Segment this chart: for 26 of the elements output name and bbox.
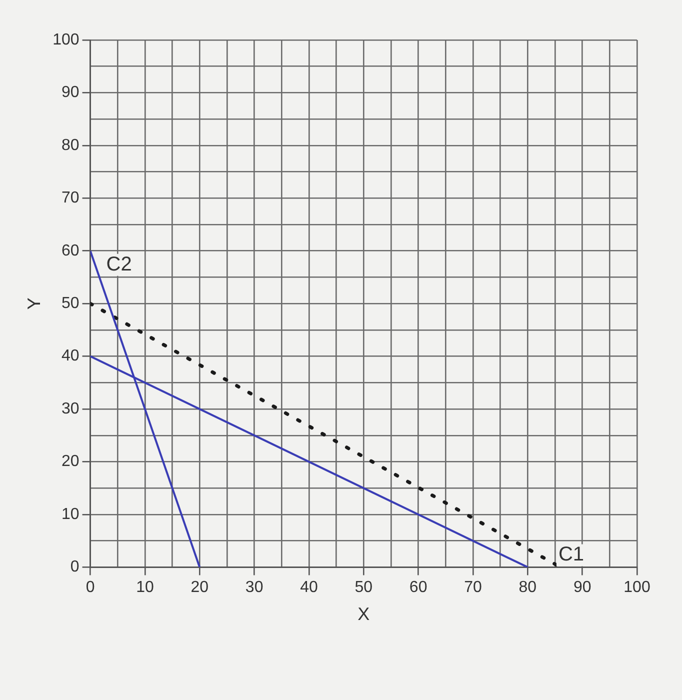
x-axis-title: X [358,604,370,624]
x-tick-label: 30 [245,579,264,596]
y-tick-label: 50 [62,295,80,312]
y-tick-label: 0 [70,558,80,576]
y-tick-label: 100 [52,31,80,48]
x-tick-label: 60 [409,579,428,596]
x-tick-label: 90 [573,579,592,596]
y-tick-label: 40 [62,348,80,365]
x-tick-label: 0 [86,579,95,596]
x-tick-label: 70 [464,579,482,596]
series-label: C1 [558,544,584,566]
y-tick-label: 10 [62,506,80,523]
y-tick-label: 30 [62,400,80,418]
x-tick-label: 50 [354,579,373,596]
x-tick-label: 80 [518,579,537,596]
y-axis-title: Y [24,298,44,310]
x-tick-label: 10 [136,579,154,596]
x-tick-label: 20 [190,579,209,596]
x-tick-label: 100 [624,579,650,596]
x-tick-label: 40 [300,579,318,596]
y-tick-label: 80 [62,136,80,154]
y-tick-label: 70 [62,190,80,207]
y-tick-label: 60 [62,242,80,260]
series-label: C2 [106,253,132,276]
y-tick-label: 20 [62,453,80,470]
y-tick-label: 90 [62,84,80,102]
